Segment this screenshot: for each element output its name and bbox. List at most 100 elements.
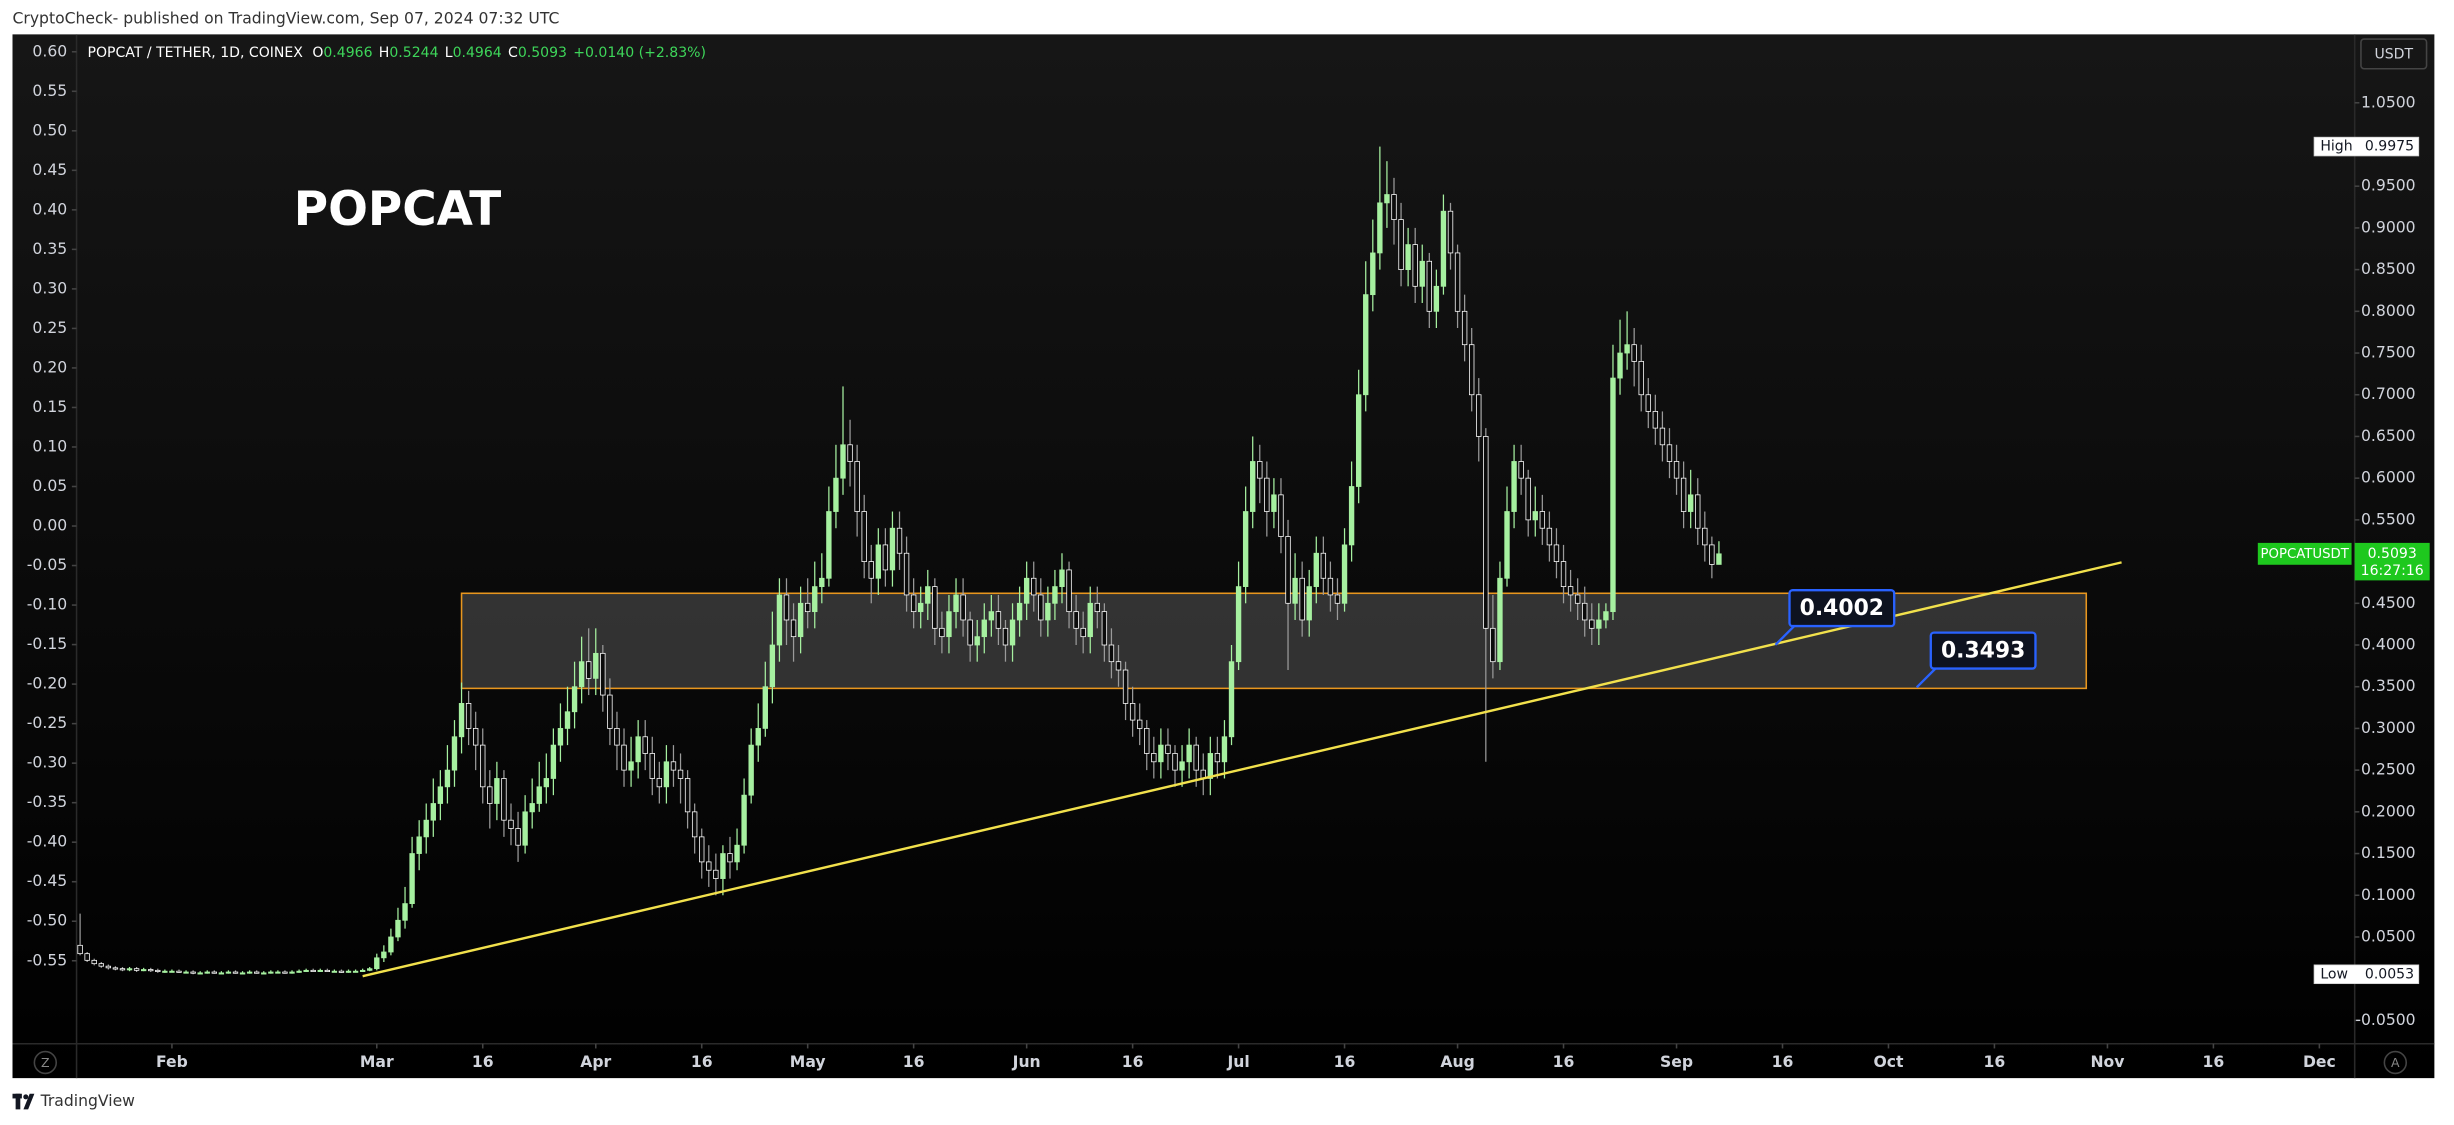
candle-body: [91, 959, 97, 965]
candle-body: [755, 728, 761, 746]
left-tick-label: 0.25: [32, 319, 67, 337]
candle-body: [1137, 719, 1143, 729]
candle-body: [1363, 294, 1369, 396]
scale-button[interactable]: [33, 1050, 58, 1075]
candle-body: [939, 627, 945, 638]
candle-body: [910, 594, 917, 613]
candle-body: [1610, 377, 1616, 613]
left-tick-label: -0.10: [27, 596, 67, 614]
candle-body: [981, 619, 987, 638]
currency[interactable]: USDT: [2374, 47, 2413, 63]
candle-body: [932, 586, 938, 629]
candle-body: [882, 544, 889, 571]
candle-body: [1384, 194, 1390, 204]
candle-body: [776, 594, 783, 646]
candle-body: [388, 936, 394, 953]
ohlc-key: C: [508, 45, 518, 61]
high-marker-value: 0.9975: [2365, 139, 2414, 155]
right-tick-label: 0.2500: [2361, 761, 2416, 779]
candle-body: [402, 903, 408, 921]
candle-body: [1306, 586, 1312, 621]
candle-body: [211, 971, 217, 974]
ohlc-value: 0.4964: [453, 45, 502, 61]
candle-body: [331, 970, 338, 973]
right-tick-label: 0.9000: [2361, 218, 2416, 236]
candle-body: [1221, 736, 1228, 763]
x-tick-label: 16: [2203, 1053, 2225, 1071]
candle-body: [465, 703, 472, 729]
candle-body: [826, 511, 832, 579]
candle-body: [395, 919, 401, 938]
candle-body: [727, 853, 733, 863]
candle-body: [112, 967, 119, 970]
candle-body: [1179, 761, 1185, 771]
left-tick-label: 0.00: [32, 517, 67, 535]
callout-pointer: [1915, 667, 1937, 689]
low-marker-value: 0.0053: [2365, 966, 2414, 982]
scale-button[interactable]: [2383, 1050, 2408, 1075]
left-tick-label: 0.60: [32, 42, 67, 60]
candle-body: [254, 971, 260, 974]
candle-body: [875, 544, 882, 579]
right-tick-label: 0.6000: [2361, 469, 2416, 487]
candle-body: [1433, 285, 1440, 312]
candle-body: [1101, 611, 1108, 646]
candle-body: [1638, 360, 1644, 396]
candle-body: [607, 694, 613, 729]
right-tick-label: 1.0500: [2361, 93, 2416, 111]
scale-button-label[interactable]: A: [2391, 1055, 2400, 1070]
candle-body: [338, 970, 345, 973]
candle-body: [1546, 527, 1553, 546]
candle-body: [1447, 210, 1454, 254]
right-tick-label: 0.3500: [2361, 677, 2416, 695]
candle-body: [649, 753, 655, 779]
right-tick-label: 0.8500: [2361, 260, 2416, 278]
candle-body: [1250, 461, 1256, 512]
candle-body: [148, 969, 154, 972]
ohlc-value: 0.4966: [323, 45, 372, 61]
candle-body: [1673, 461, 1680, 479]
x-tick-label: Jun: [1012, 1053, 1041, 1071]
right-tick-label: 0.1500: [2361, 844, 2416, 862]
candle-body: [1560, 561, 1567, 588]
ohlc-value: 0.5244: [389, 45, 438, 61]
candle-body: [367, 968, 373, 971]
candle-body: [1144, 728, 1150, 754]
candle-body: [946, 611, 952, 638]
candle-body: [974, 636, 980, 646]
chart-title: POPCAT: [294, 182, 502, 237]
ohlc-key: O: [312, 45, 323, 61]
currency-box[interactable]: [2360, 38, 2428, 70]
candle-body: [713, 869, 719, 879]
x-tick-label: Nov: [2090, 1053, 2124, 1071]
candle-body: [1440, 210, 1447, 287]
candle-body: [783, 594, 790, 621]
candle-body: [169, 970, 175, 973]
x-tick-label: Oct: [1873, 1053, 1904, 1071]
candle-body: [557, 728, 564, 746]
right-tick-label: 0.6500: [2361, 427, 2416, 445]
left-tick-label: -0.05: [27, 556, 67, 574]
candle-body: [1426, 260, 1432, 312]
ohlc-key: H: [379, 45, 390, 61]
scale-button-label[interactable]: Z: [41, 1055, 50, 1070]
candle-body: [684, 778, 691, 813]
candle-body: [1532, 511, 1538, 521]
candle-body: [1709, 544, 1715, 565]
x-tick-label: 16: [691, 1053, 713, 1071]
candle-body: [1264, 477, 1270, 512]
candle-body: [861, 511, 867, 562]
candle-body: [1716, 553, 1722, 565]
candle-body: [1370, 252, 1376, 296]
candle-body: [472, 728, 479, 746]
candle-body: [564, 711, 571, 729]
candle-body: [225, 971, 232, 974]
x-tick-label: Aug: [1440, 1053, 1474, 1071]
candle-body: [190, 971, 196, 974]
candle-body: [105, 965, 112, 969]
candle-body: [1327, 577, 1334, 596]
countdown: 16:27:16: [2361, 563, 2424, 579]
candle-body: [762, 686, 768, 729]
candle-body: [819, 577, 825, 588]
